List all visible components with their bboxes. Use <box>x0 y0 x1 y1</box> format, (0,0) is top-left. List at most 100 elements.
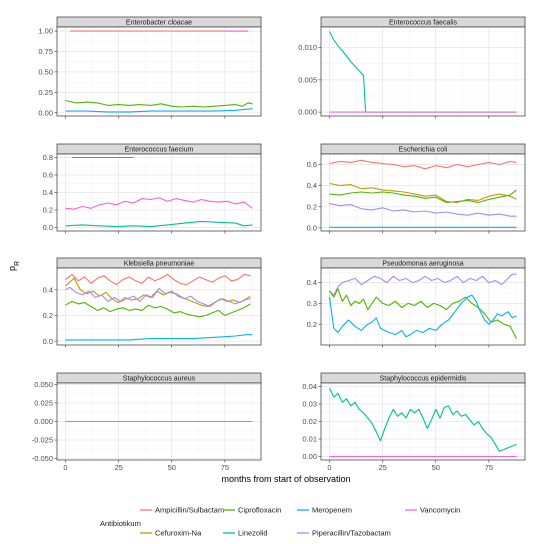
legend-item-cefuroxim-na: Cefuroxim-Na <box>140 529 202 538</box>
panel-title: Enterococcus faecium <box>125 147 194 154</box>
legend-item-piperacillin-tazobactam: Piperacillin/Tazobactam <box>297 529 391 538</box>
y-tick-label: 0.3 <box>307 299 317 308</box>
panel-staphylococcus-epidermidis: Staphylococcus epidermidis 0.00 0.01 0.02 0.… <box>302 372 526 472</box>
x-axis-title: months from start of observation <box>221 474 350 484</box>
y-tick-label: 0.000 <box>298 108 317 117</box>
legend-label: Piperacillin/Tazobactam <box>312 529 391 538</box>
legend-label: Linezolid <box>238 529 268 538</box>
panel-escherichia-coli: Escherichia coli 0.0 0.2 0.4 0.6 <box>307 143 526 234</box>
x-tick-label: 0 <box>63 463 67 472</box>
y-tick-label: 0.005 <box>298 75 317 84</box>
y-tick-label: -0.050 <box>32 454 53 463</box>
y-tick-label: 0.02 <box>302 417 317 426</box>
x-tick-label: 25 <box>114 463 122 472</box>
legend-item-ciprofloxacin: Ciprofloxacin <box>223 506 281 515</box>
y-tick-label: 0.6 <box>43 171 53 180</box>
y-tick-label: 0.4 <box>43 188 53 197</box>
y-tick-label: 0.0 <box>43 223 53 232</box>
panel-enterococcus-faecalis: Enterococcus faecalis 0.000 0.005 0.010 <box>298 16 526 119</box>
legend-label: Cefuroxim-Na <box>155 529 202 538</box>
series-linezolid <box>329 31 517 113</box>
series-piperacillin-tazobactam <box>329 203 517 217</box>
panel-background <box>57 27 261 116</box>
legend-item-vancomycin: Vancomycin <box>405 506 460 515</box>
x-tick-label: 50 <box>432 463 440 472</box>
panel-title: Enterococcus faecalis <box>389 20 458 27</box>
panel-enterococcus-faecium: Enterococcus faecium 0.0 0.2 0.4 0.6 0.8 <box>43 143 262 234</box>
series-linezolid <box>329 388 517 452</box>
y-tick-label: 0.2 <box>307 320 317 329</box>
legend-title: Antibiotikum <box>100 519 141 528</box>
series-ampicillin-sulbactam <box>65 273 251 286</box>
y-tick-label: 0.6 <box>307 160 317 169</box>
panel-enterobacter-cloacae: Enterobacter cloacae 0.00 0.25 0.50 0.75 1.00 <box>38 16 262 119</box>
legend-label: Meropenem <box>312 506 352 515</box>
y-tick-label: 0.03 <box>302 400 317 409</box>
legend-label: Ciprofloxacin <box>238 506 281 515</box>
y-tick-label: 0.4 <box>307 181 317 190</box>
x-tick-label: 75 <box>485 463 493 472</box>
y-tick-label: 0.4 <box>43 285 53 294</box>
y-tick-label: 0.50 <box>38 68 53 77</box>
series-piperacillin-tazobactam <box>65 286 251 308</box>
panel-title: Enterobacter cloacae <box>126 20 192 27</box>
series-ciprofloxacin <box>65 99 253 108</box>
series-linezolid <box>65 220 253 228</box>
y-tick-label: 0.01 <box>302 435 317 444</box>
y-tick-label: 0.75 <box>38 47 53 56</box>
y-tick-label: 0.050 <box>34 380 53 389</box>
x-tick-label: 0 <box>327 463 331 472</box>
legend-label: Ampicillin/Sulbactam <box>155 506 224 515</box>
series-meropenem <box>65 334 253 341</box>
y-tick-label: 0.000 <box>34 417 53 426</box>
series-ciprofloxacin <box>329 288 517 340</box>
panel-title: Staphylococcus aureus <box>123 376 196 383</box>
panel-pseudomonas-aeruginosa: Pseudomonas aeruginosa 0.2 0.3 0.4 <box>307 257 526 348</box>
y-tick-label: 0.2 <box>43 311 53 320</box>
y-tick-label: -0.025 <box>32 436 53 445</box>
legend-item-meropenem: Meropenem <box>297 506 352 515</box>
panel-border <box>56 26 262 117</box>
y-tick-label: 0.00 <box>38 108 53 117</box>
series-ampicillin-sulbactam <box>329 159 517 170</box>
series-vancomycin <box>65 197 253 210</box>
series-ciprofloxacin <box>65 300 251 318</box>
series-meropenem <box>65 108 253 113</box>
y-tick-label: 0.010 <box>298 43 317 52</box>
y-tick-label: 0.00 <box>302 452 317 461</box>
panel-border <box>320 26 526 117</box>
series-meropenem <box>328 294 517 338</box>
panel-title: Escherichia coli <box>399 147 448 154</box>
panel-title: Pseudomonas aeruginosa <box>382 261 463 268</box>
panel-border <box>320 267 526 346</box>
y-tick-label: 0.2 <box>307 202 317 211</box>
panel-staphylococcus-aureus: Staphylococcus aureus -0.050 -0.025 0.000 0.… <box>32 372 262 472</box>
legend: Antibiotikum Ampicillin/Sulbactam Ciprofl… <box>100 506 460 538</box>
y-tick-label: 0.04 <box>302 382 317 391</box>
panel-title: Klebsiella pneumoniae <box>124 261 195 268</box>
y-tick-label: 0.2 <box>43 206 53 215</box>
panel-background <box>321 27 525 116</box>
y-tick-label: 0.8 <box>43 153 53 162</box>
legend-item-ampicillin-sulbactam: Ampicillin/Sulbactam <box>140 506 224 515</box>
y-axis-title-sub: R <box>14 261 21 266</box>
y-tick-label: 0.25 <box>38 88 53 97</box>
y-axis-title: pR <box>7 261 21 271</box>
x-tick-label: 50 <box>168 463 176 472</box>
y-tick-label: 1.00 <box>38 27 53 36</box>
y-axis-title-main: p <box>7 266 17 271</box>
series-cefuroxim-na <box>329 182 517 204</box>
panel-border <box>320 153 526 232</box>
y-tick-label: 0.0 <box>307 223 317 232</box>
panels: Enterobacter cloacae0.000.250.500.751.00… <box>32 16 526 472</box>
legend-label: Vancomycin <box>420 506 460 515</box>
panel-title: Staphylococcus epidermidis <box>380 376 467 383</box>
y-tick-label: 0.4 <box>307 278 317 287</box>
series-ciprofloxacin <box>329 189 517 204</box>
x-tick-label: 75 <box>221 463 229 472</box>
legend-item-linezolid: Linezolid <box>223 529 268 538</box>
panel-border <box>56 267 262 346</box>
x-tick-label: 25 <box>378 463 386 472</box>
panel-klebsiella-pneumoniae: Klebsiella pneumoniae 0.0 0.2 0.4 <box>43 257 262 348</box>
